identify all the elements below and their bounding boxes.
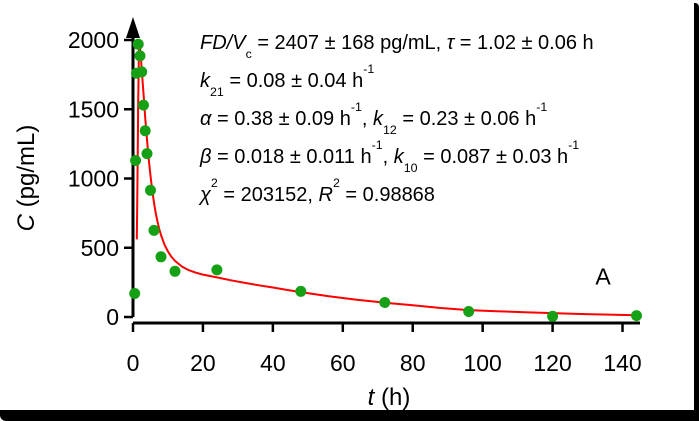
data-point: [132, 38, 144, 50]
frame-bottom-edge: [0, 410, 699, 421]
y-tick-label: 1500: [68, 96, 119, 122]
data-point: [141, 148, 153, 160]
data-point: [129, 288, 141, 299]
y-axis-arrow-icon: [126, 17, 140, 38]
fit-parameter-line: β = 0.018 ± 0.011 h-1, k10 = 0.087 ± 0.0…: [200, 137, 580, 175]
data-point: [169, 265, 181, 277]
x-tick-label: 120: [533, 350, 571, 376]
data-point: [547, 310, 559, 322]
x-tick-label: 40: [260, 350, 286, 376]
x-axis-title: t (h): [367, 384, 411, 411]
data-point: [138, 99, 149, 111]
data-point: [130, 155, 142, 166]
fit-parameters-annotation: FD/Vc = 2407 ± 168 pg/mL, τ = 1.02 ± 0.0…: [200, 24, 594, 214]
fit-parameter-line: α = 0.38 ± 0.09 h-1, k12 = 0.23 ± 0.06 h…: [200, 99, 548, 137]
data-point: [463, 306, 475, 317]
fit-parameter-line: k21 = 0.08 ± 0.04 h-1: [200, 61, 375, 99]
x-tick-label: 100: [463, 350, 501, 376]
x-tick-label: 20: [190, 350, 216, 376]
x-tick-label: 80: [400, 350, 426, 376]
x-tick-label: 60: [330, 350, 356, 376]
data-point: [145, 184, 156, 196]
data-point: [139, 125, 151, 137]
y-tick-label: 1000: [68, 166, 119, 192]
data-point: [295, 285, 307, 297]
data-point: [134, 50, 146, 62]
data-point: [631, 310, 642, 322]
data-point: [211, 264, 223, 276]
y-tick-label: 0: [106, 304, 119, 330]
data-point: [155, 251, 167, 263]
y-axis-title: C (pg/mL): [13, 124, 40, 232]
data-point: [148, 224, 160, 236]
x-tick-label: 140: [603, 350, 641, 376]
data-point: [136, 66, 148, 78]
data-point: [379, 297, 391, 308]
x-tick-label: 0: [127, 350, 140, 376]
frame-right-edge: [694, 3, 699, 421]
y-tick-label: 500: [81, 235, 119, 261]
fit-parameter-line: FD/Vc = 2407 ± 168 pg/mL, τ = 1.02 ± 0.0…: [200, 32, 594, 61]
panel-label: A: [595, 263, 611, 290]
y-tick-label: 2000: [68, 27, 119, 53]
fit-parameter-line: χ2 = 203152, R2 = 0.98868: [200, 175, 435, 206]
